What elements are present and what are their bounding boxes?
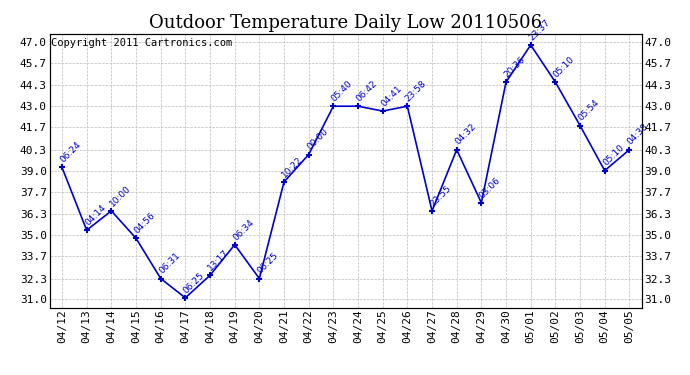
Text: 05:54: 05:54 bbox=[576, 98, 601, 123]
Text: 05:10: 05:10 bbox=[601, 143, 626, 168]
Text: 05:10: 05:10 bbox=[552, 55, 576, 79]
Text: 06:24: 06:24 bbox=[59, 140, 83, 165]
Text: 04:38: 04:38 bbox=[626, 122, 651, 147]
Text: 04:56: 04:56 bbox=[132, 211, 157, 236]
Text: 13:17: 13:17 bbox=[206, 248, 231, 273]
Text: 20:36: 20:36 bbox=[502, 55, 527, 79]
Text: 23:55: 23:55 bbox=[428, 183, 453, 208]
Text: 04:41: 04:41 bbox=[379, 84, 404, 108]
Text: 00:00: 00:00 bbox=[305, 127, 330, 152]
Title: Outdoor Temperature Daily Low 20110506: Outdoor Temperature Daily Low 20110506 bbox=[149, 14, 542, 32]
Text: 10:00: 10:00 bbox=[108, 183, 132, 208]
Text: 05:40: 05:40 bbox=[330, 79, 355, 104]
Text: 23:58: 23:58 bbox=[404, 79, 428, 104]
Text: 06:34: 06:34 bbox=[231, 217, 256, 242]
Text: 04:14: 04:14 bbox=[83, 203, 108, 227]
Text: 06:31: 06:31 bbox=[157, 251, 181, 276]
Text: 10:22: 10:22 bbox=[280, 154, 305, 179]
Text: 04:32: 04:32 bbox=[453, 122, 477, 147]
Text: 23:37: 23:37 bbox=[527, 18, 552, 42]
Text: 06:42: 06:42 bbox=[355, 79, 379, 104]
Text: Copyright 2011 Cartronics.com: Copyright 2011 Cartronics.com bbox=[51, 38, 232, 48]
Text: 06:25: 06:25 bbox=[181, 270, 206, 295]
Text: 03:06: 03:06 bbox=[477, 176, 502, 200]
Text: 06:25: 06:25 bbox=[256, 251, 280, 276]
